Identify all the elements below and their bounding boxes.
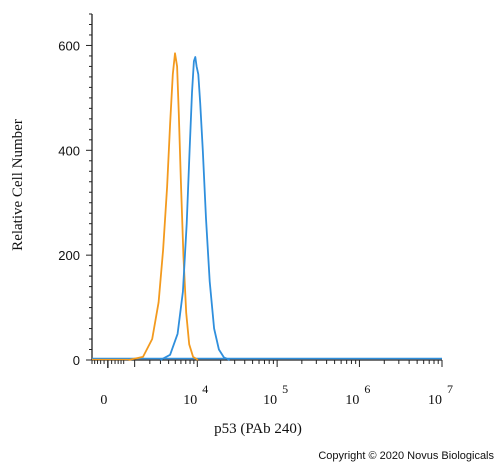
y-tick-label: 600 (58, 38, 80, 53)
series-line-2 (159, 56, 231, 361)
x-tick-exponent: 5 (282, 382, 288, 396)
x-tick-exponent: 4 (202, 382, 208, 396)
y-tick-label: 200 (58, 248, 80, 263)
x-tick-label: 10 (428, 393, 442, 408)
tick-labels: 0 200 400 600 0 10 4 10 5 10 6 10 7 (58, 38, 453, 408)
series-line-1 (128, 52, 199, 361)
copyright-notice: Copyright © 2020 Novus Biologicals (318, 450, 494, 462)
x-tick-label: 10 (183, 393, 197, 408)
y-tick-label: 0 (73, 353, 80, 368)
series-group (92, 52, 442, 361)
x-axis-label: p53 (PAb 240) (214, 421, 302, 437)
y-tick-label: 400 (58, 143, 80, 158)
tick-marks (86, 13, 443, 368)
x-tick-label: 0 (100, 393, 107, 408)
y-axis-label: Relative Cell Number (10, 119, 26, 251)
axes (91, 14, 442, 361)
x-tick-label: 10 (263, 393, 277, 408)
x-tick-label: 10 (345, 393, 359, 408)
x-tick-exponent: 6 (364, 382, 370, 396)
x-tick-exponent: 7 (447, 382, 453, 396)
